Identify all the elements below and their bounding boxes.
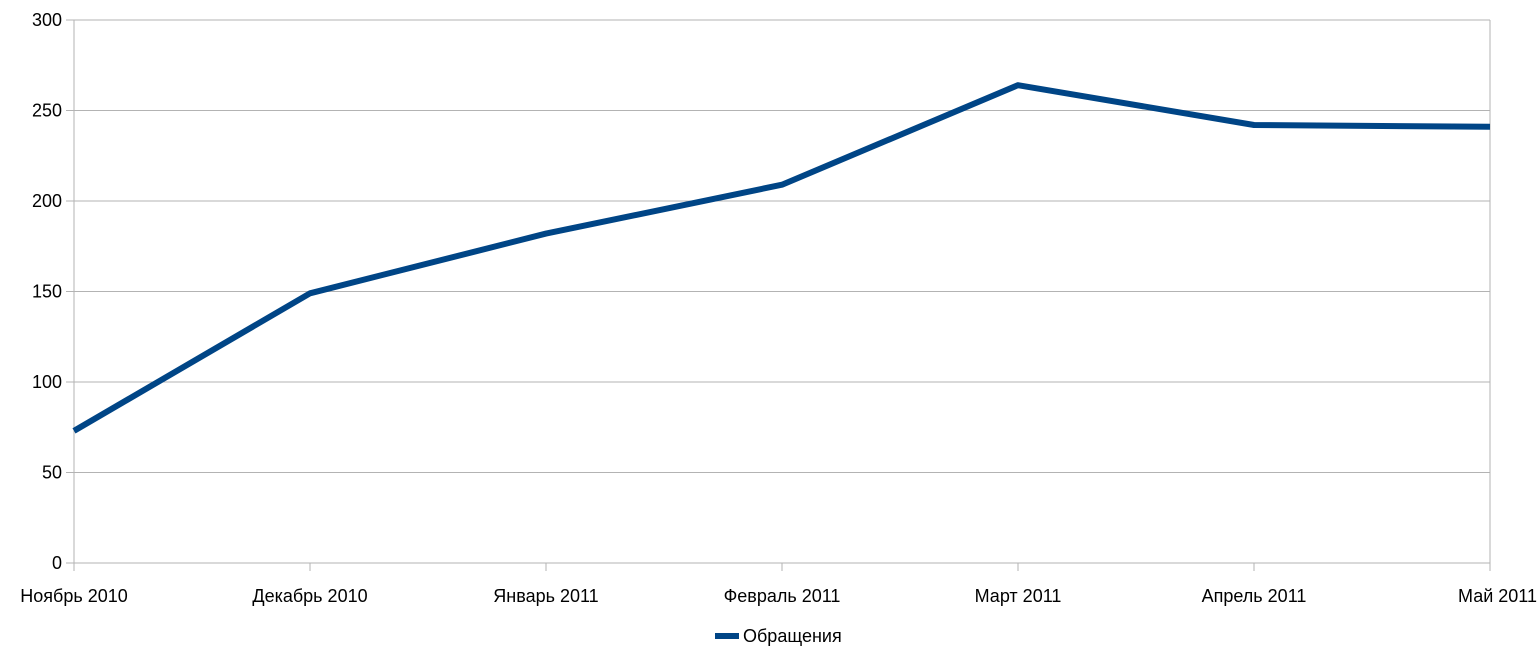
x-tick-label: Март 2011 [975, 586, 1062, 606]
legend: Обращения [715, 626, 842, 646]
x-axis-tick-labels: Ноябрь 2010 Декабрь 2010 Январь 2011 Феврал… [20, 586, 1537, 606]
y-tick-label: 0 [52, 553, 62, 573]
y-tick-label: 250 [32, 101, 62, 121]
x-tick-label: Май 2011 [1458, 586, 1537, 606]
y-tick-label: 150 [32, 282, 62, 302]
x-tick-label: Декабрь 2010 [252, 586, 367, 606]
series-line-0 [74, 85, 1490, 431]
x-tick-label: Февраль 2011 [724, 586, 841, 606]
y-tick-label: 50 [42, 463, 62, 483]
y-tick-label: 100 [32, 372, 62, 392]
y-tick-label: 200 [32, 191, 62, 211]
x-tick-label: Апрель 2011 [1202, 586, 1307, 606]
y-tick-label: 300 [32, 10, 62, 30]
legend-label-obrashcheniya: Обращения [743, 626, 842, 646]
grid [66, 20, 1490, 571]
series-lines [74, 85, 1490, 431]
x-tick-label: Ноябрь 2010 [20, 586, 128, 606]
y-axis-tick-labels: 0 50 100 150 200 250 300 [32, 10, 62, 573]
x-tick-label: Январь 2011 [493, 586, 598, 606]
